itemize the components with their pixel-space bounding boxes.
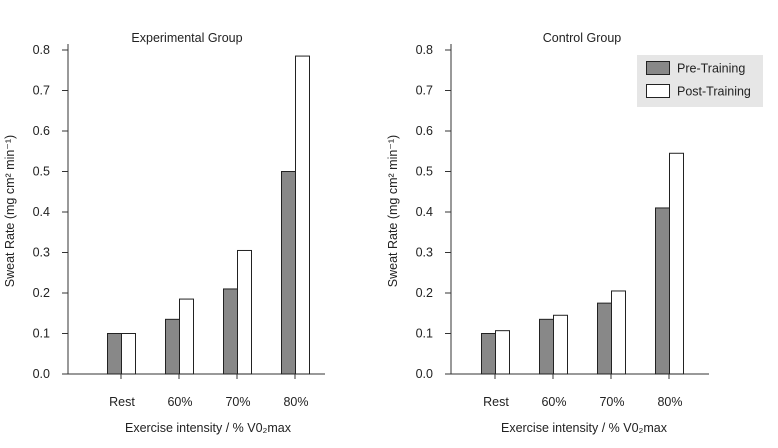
legend-swatch-pre-training [646, 61, 670, 75]
y-tick-label: 0.2 [416, 286, 433, 300]
bar-pre-training [481, 333, 496, 375]
x-category-label: 60% [541, 395, 566, 409]
legend-label-post-training: Post-Training [677, 85, 751, 99]
y-tick-label: 0.3 [416, 246, 433, 260]
bar-pre-training [539, 318, 554, 375]
x-axis-title: Exercise intensity / % V0₂max [125, 421, 292, 435]
bar-pre-training [281, 171, 296, 375]
bar-post-training [121, 333, 136, 375]
y-tick-label: 0.4 [33, 205, 50, 219]
x-category-label: 60% [167, 395, 192, 409]
y-tick-label: 0.5 [33, 165, 50, 179]
bar-post-training [553, 314, 568, 375]
chart-title: Experimental Group [131, 31, 242, 45]
chart-panel-0: Experimental Group 0.0 0.1 0.2 0.3 0.4 0.5 0.6 0… [3, 31, 325, 435]
x-category-label: 80% [657, 395, 682, 409]
bar-pre-training [597, 302, 612, 375]
y-axis-title: Sweat Rate (mg cm² min⁻¹) [3, 135, 17, 287]
y-tick-label: 0.1 [416, 327, 433, 341]
y-axis-title: Sweat Rate (mg cm² min⁻¹) [386, 135, 400, 287]
bar-post-training [237, 249, 252, 375]
x-category-label: Rest [483, 395, 509, 409]
y-tick-label: 0.8 [416, 43, 433, 57]
bar-post-training [295, 55, 310, 375]
bar-post-training [611, 290, 626, 375]
y-tick-label: 0.0 [33, 367, 50, 381]
x-category-label: 80% [283, 395, 308, 409]
y-tick-label: 0.7 [33, 84, 50, 98]
bar-pre-training [655, 207, 670, 375]
bar-pre-training [107, 333, 122, 375]
y-tick-label: 0.3 [33, 246, 50, 260]
bar-pre-training [165, 318, 180, 375]
y-tick-label: 0.4 [416, 205, 433, 219]
chart-title: Control Group [543, 31, 622, 45]
bar-post-training [495, 330, 510, 375]
y-tick-label: 0.6 [416, 124, 433, 138]
y-tick-label: 0.5 [416, 165, 433, 179]
chart-panel-1: Control Group 0.0 0.1 0.2 0.3 0.4 0.5 0.6 0.7 0.8… [386, 31, 763, 435]
x-category-label: 70% [599, 395, 624, 409]
legend-label-pre-training: Pre-Training [677, 62, 745, 76]
x-category-label: 70% [225, 395, 250, 409]
y-tick-label: 0.6 [33, 124, 50, 138]
y-tick-label: 0.0 [416, 367, 433, 381]
bar-post-training [669, 152, 684, 375]
y-tick-label: 0.2 [33, 286, 50, 300]
bar-pre-training [223, 288, 238, 375]
x-category-label: Rest [109, 395, 135, 409]
y-tick-label: 0.1 [33, 327, 50, 341]
x-axis-title: Exercise intensity / % V0₂max [501, 421, 668, 435]
legend-swatch-post-training [646, 84, 670, 98]
y-tick-label: 0.7 [416, 84, 433, 98]
legend: Pre-Training Post-Training [637, 55, 763, 107]
bar-post-training [179, 298, 194, 375]
y-tick-label: 0.8 [33, 43, 50, 57]
